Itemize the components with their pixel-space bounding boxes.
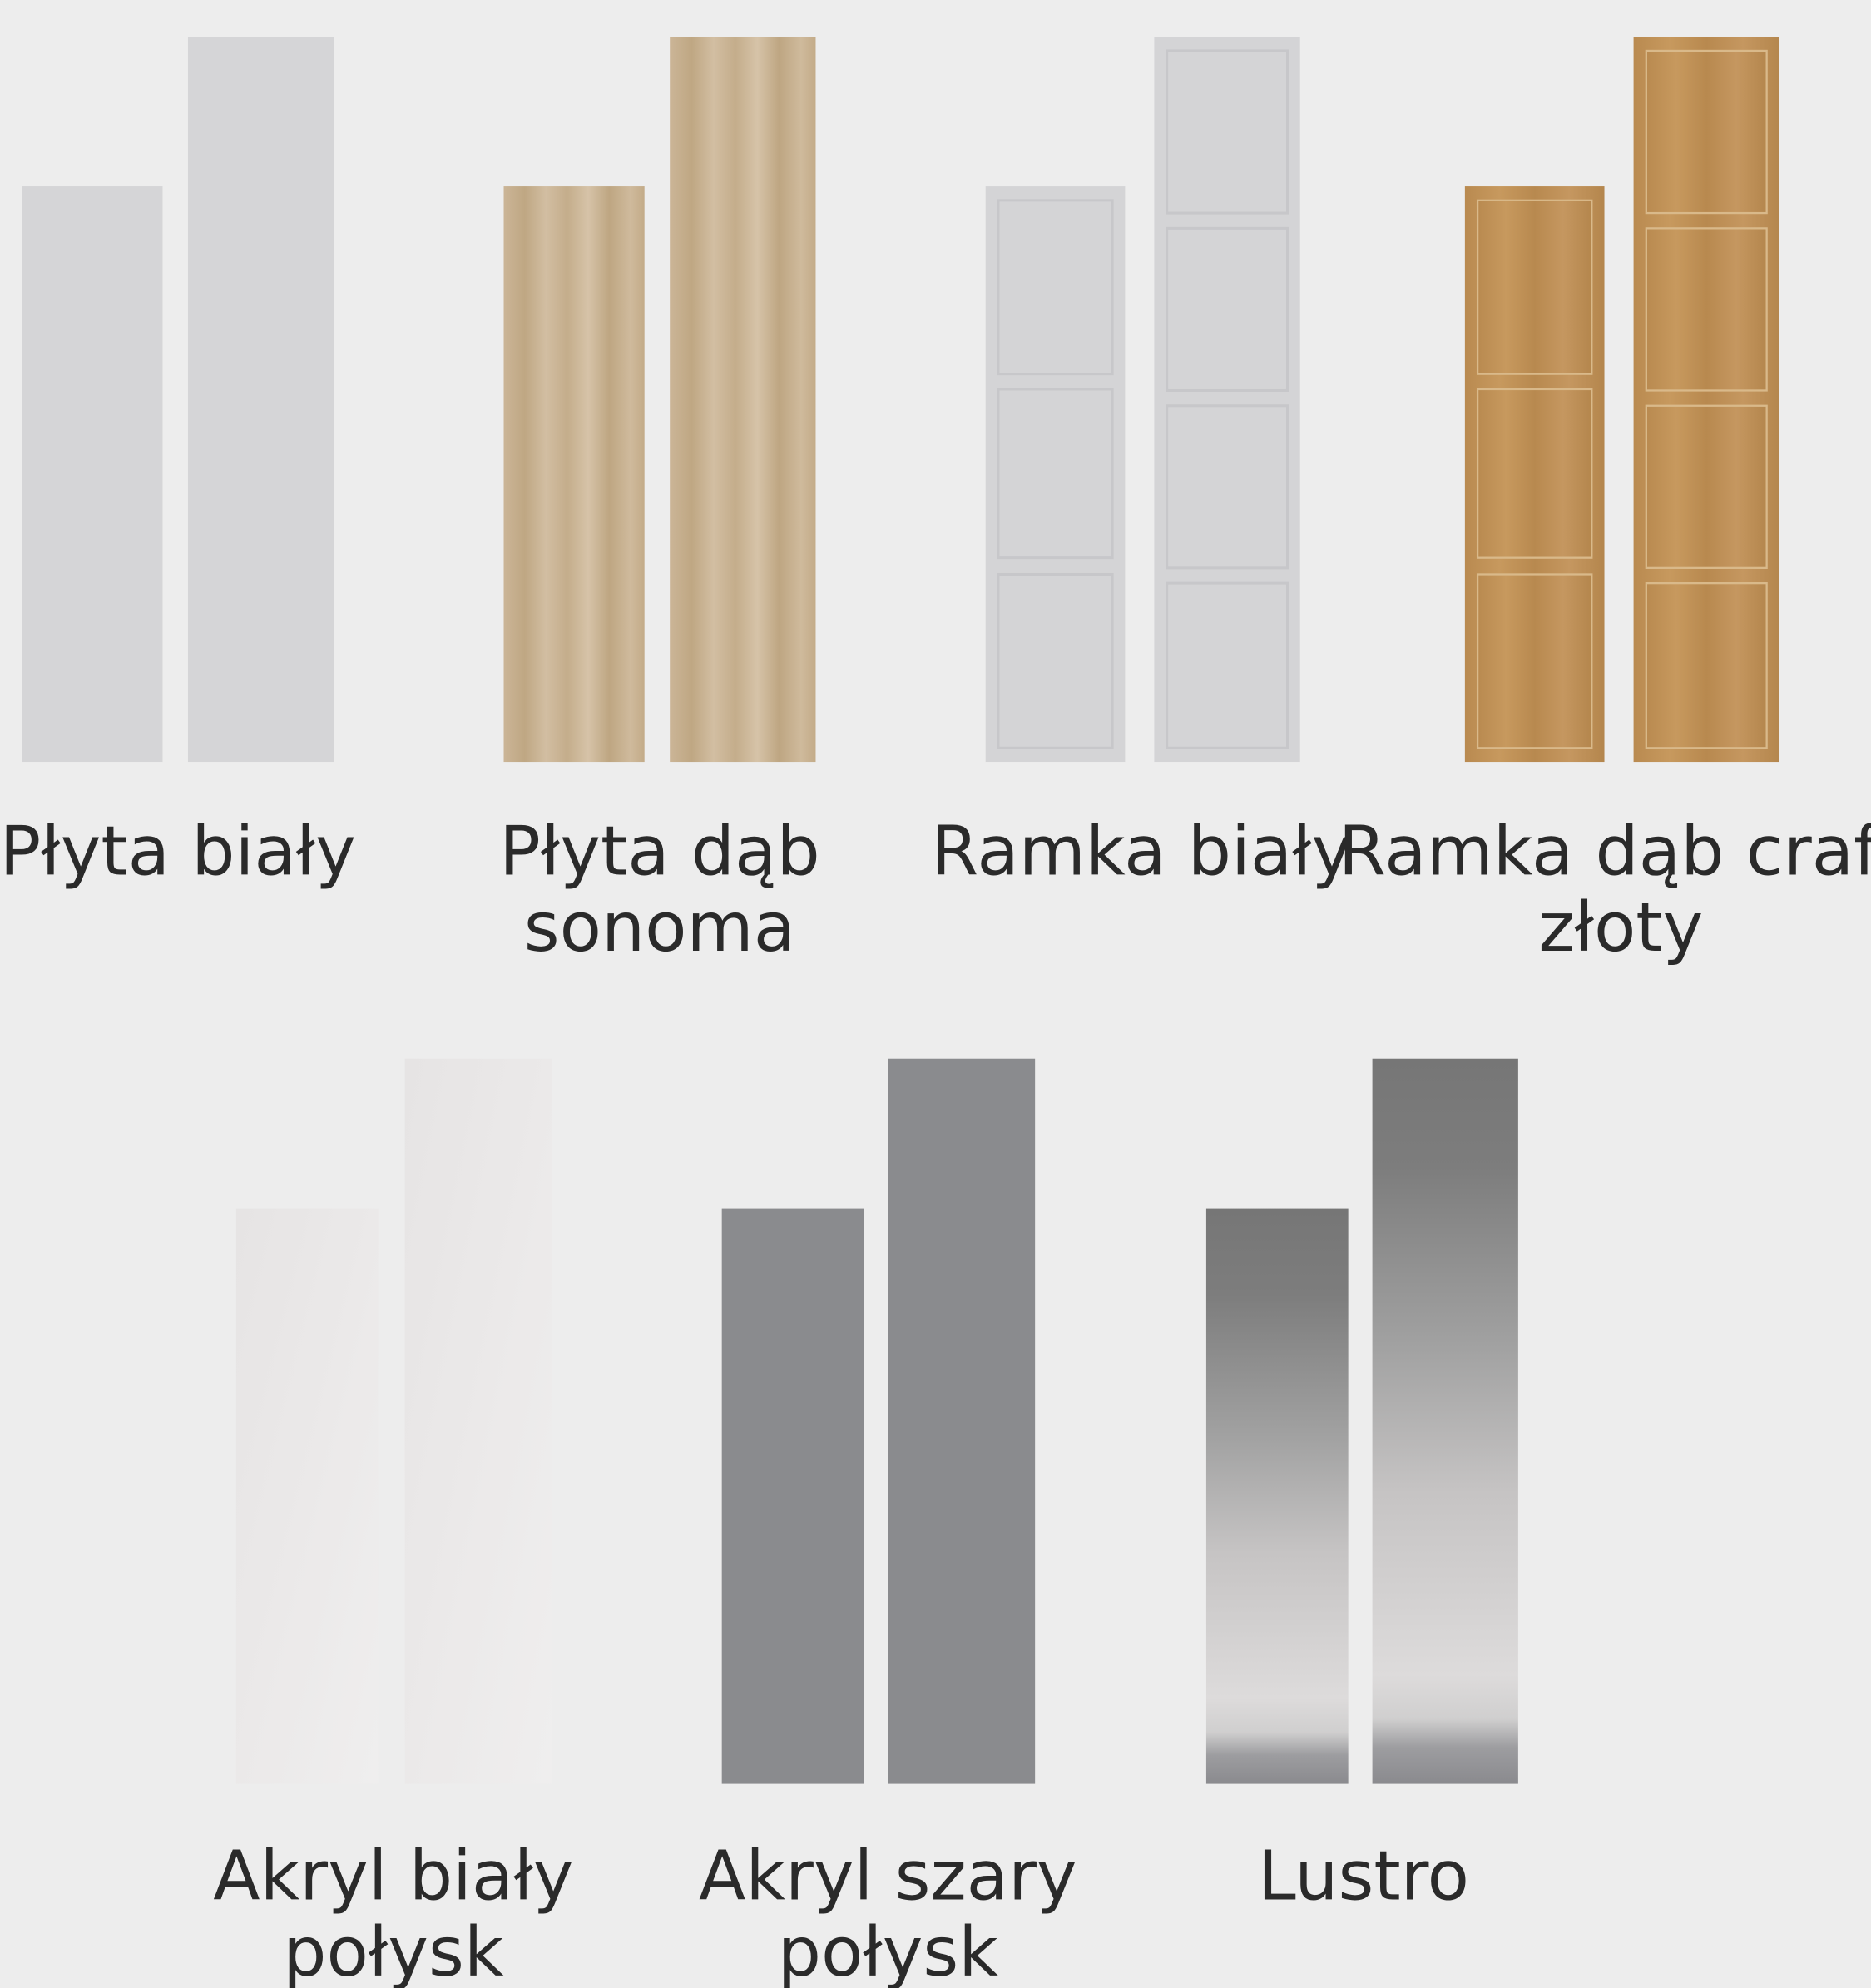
panel [722,1209,864,1784]
panel [503,186,644,762]
swatch-sheet: Płyta biały Płyta dąbsonoma Ramka białyRam… [0,0,1871,1988]
panel [888,1059,1035,1784]
swatch-label: sonoma [524,888,795,967]
swatch-label: złoty [1538,888,1703,967]
panel [405,1059,552,1784]
swatch-label: Płyta biały [0,813,356,892]
swatch-label: Akryl szary [699,1837,1077,1916]
swatch-label: Akryl biały [213,1837,573,1916]
page: {"items": [ {"lines": ["Płyta biały"]}, … [0,0,1871,1988]
swatch-label: połysk [283,1913,504,1988]
panel [1373,1059,1518,1784]
swatch-label: Płyta dąb [499,813,820,892]
swatch-label: Ramka dąb craft [1339,813,1871,892]
swatch-label: Lustro [1258,1837,1469,1916]
panel [22,186,162,762]
panel [670,37,815,762]
swatches [22,37,1779,1783]
swatch-label: połysk [778,1913,999,1988]
panel [1206,1209,1349,1784]
panel [236,1209,379,1784]
swatch-label: Ramka biały [931,813,1352,892]
frame-panels [1465,37,1779,762]
panel [188,37,334,762]
frame-panels [986,37,1300,762]
